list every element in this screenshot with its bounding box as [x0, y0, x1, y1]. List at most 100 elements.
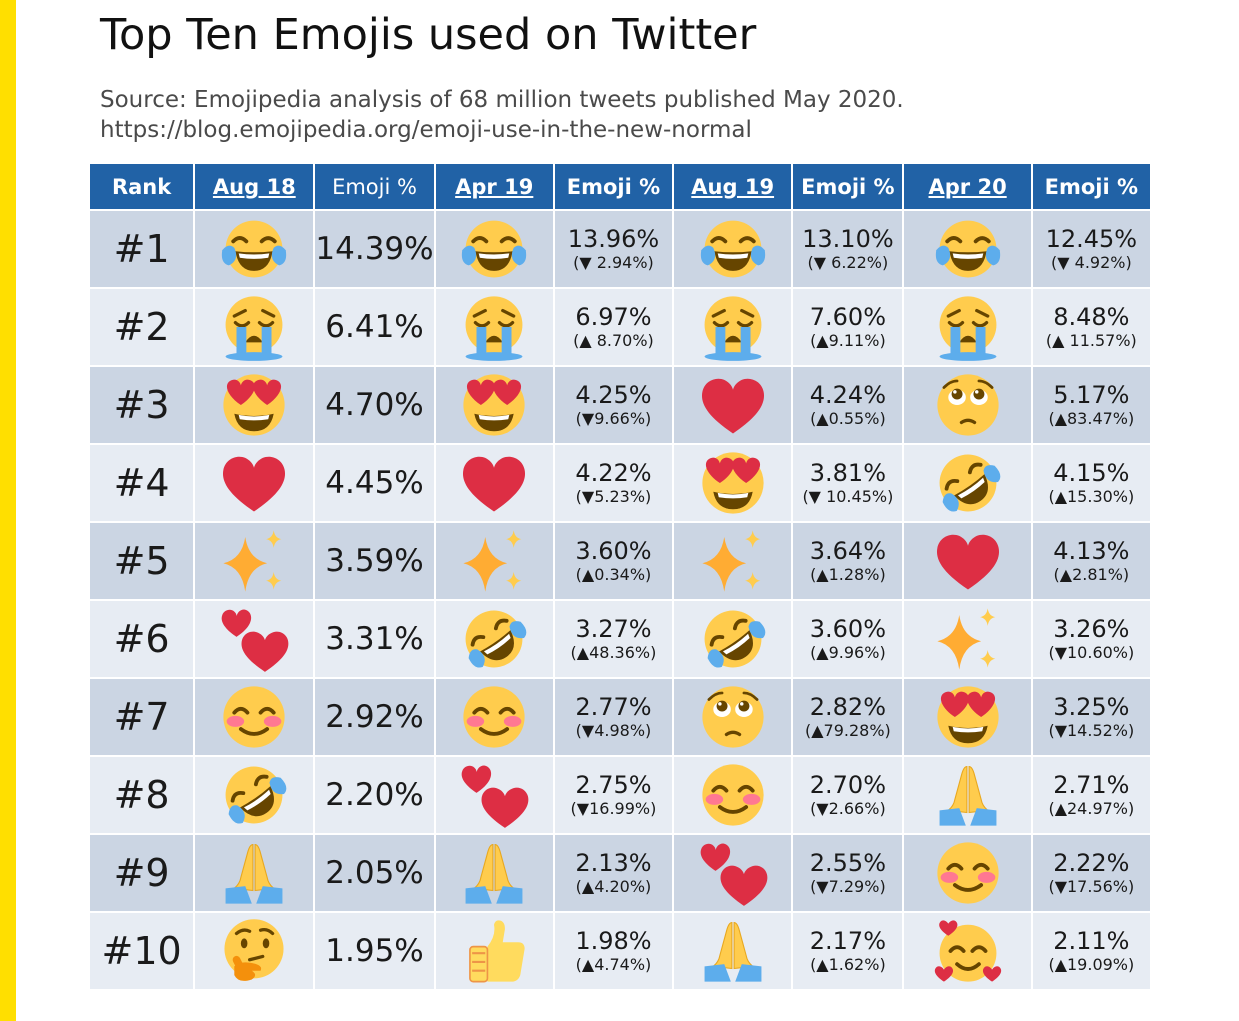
- apr19-pct-cell: 6.97% (▲ 8.70%): [554, 289, 673, 365]
- table-row: #4 4.45% 4.22% (▼5.23%) 3.81% (▼ 10.45%) 4.15%…: [90, 445, 1150, 521]
- header-aug18[interactable]: Aug 18: [195, 164, 314, 209]
- percent-change: (▲ 11.57%): [1045, 331, 1137, 350]
- aug18-emoji-cell: [195, 289, 314, 365]
- percent-change: (▲83.47%): [1048, 409, 1135, 428]
- apr19-pct-cell: 2.13% (▲4.20%): [554, 835, 673, 911]
- header-apr20[interactable]: Apr 20: [904, 164, 1031, 209]
- two-hearts-icon: [459, 760, 529, 830]
- apr20-pct-cell: 3.25% (▼14.52%): [1032, 679, 1150, 755]
- header-emoji-pct: Emoji %: [1032, 164, 1150, 209]
- folded-hands-icon: [459, 838, 529, 908]
- rolling-on-floor-laughing-icon: [698, 604, 768, 674]
- rank-cell: #3: [90, 367, 194, 443]
- header-row: Rank Aug 18 Emoji % Apr 19 Emoji % Aug 1…: [90, 164, 1150, 209]
- aug19-emoji-cell: [674, 757, 792, 833]
- rolling-on-floor-laughing-icon: [459, 604, 529, 674]
- aug19-emoji-cell: [674, 835, 792, 911]
- apr20-pct-cell: 5.17% (▲83.47%): [1032, 367, 1150, 443]
- emoji-percent: 7.60%: [809, 303, 886, 331]
- aug19-emoji-cell: [674, 601, 792, 677]
- aug18-pct-cell: 6.41%: [315, 289, 434, 365]
- aug19-pct-cell: 2.82% (▲79.28%): [793, 679, 903, 755]
- header-aug19[interactable]: Aug 19: [674, 164, 792, 209]
- header-emoji-pct: Emoji %: [554, 164, 673, 209]
- apr20-pct-cell: 4.15% (▲15.30%): [1032, 445, 1150, 521]
- percent-change: (▲79.28%): [804, 721, 891, 740]
- apr19-emoji-cell: [435, 367, 553, 443]
- yellow-side-bar: [0, 0, 16, 1021]
- emoji-percent: 3.60%: [809, 615, 886, 643]
- emoji-percent: 13.10%: [802, 225, 894, 253]
- apr20-emoji-cell: [904, 679, 1031, 755]
- aug19-pct-cell: 2.17% (▲1.62%): [793, 913, 903, 989]
- aug19-emoji-cell: [674, 913, 792, 989]
- table-row: #5 3.59% 3.60% (▲0.34%) 3.64% (▲1.28%) 4.13% (▲…: [90, 523, 1150, 599]
- emoji-percent: 3.64%: [809, 537, 886, 565]
- smiling-face-with-hearts-icon: [933, 916, 1003, 986]
- table-row: #10 1.95% 1.98% (▲4.74%) 2.17% (▲1.62%) 2.11%(…: [90, 913, 1150, 989]
- percent-change: (▼14.52%): [1048, 721, 1135, 740]
- apr19-emoji-cell: [435, 757, 553, 833]
- aug19-pct-cell: 13.10% (▼ 6.22%): [793, 211, 903, 287]
- percent-change: (▼17.56%): [1048, 877, 1135, 896]
- apr20-pct-cell: 8.48% (▲ 11.57%): [1032, 289, 1150, 365]
- heart-eyes-icon: [219, 370, 289, 440]
- apr20-emoji-cell: [904, 211, 1031, 287]
- emoji-ranking-table: Rank Aug 18 Emoji % Apr 19 Emoji % Aug 1…: [88, 162, 1152, 991]
- table-row: #3 4.70% 4.25% (▼9.66%) 4.24% (▲0.55%) 5.17% (▲…: [90, 367, 1150, 443]
- thinking-face-icon: [219, 916, 289, 986]
- emoji-percent: 4.25%: [575, 381, 652, 409]
- percent-change: (▼4.98%): [575, 721, 652, 740]
- percent-change: (▼16.99%): [570, 799, 657, 818]
- heart-eyes-icon: [933, 682, 1003, 752]
- red-heart-icon: [219, 448, 289, 518]
- apr20-emoji-cell: [904, 913, 1031, 989]
- face-with-tears-of-joy-icon: [459, 214, 529, 284]
- percent-change: (▲4.74%): [575, 955, 652, 974]
- apr20-pct-cell: 2.71% (▲24.97%): [1032, 757, 1150, 833]
- loudly-crying-face-icon: [933, 292, 1003, 362]
- emoji-percent: 8.48%: [1053, 303, 1130, 331]
- header-apr19[interactable]: Apr 19: [435, 164, 553, 209]
- smiling-eyes-icon: [219, 682, 289, 752]
- folded-hands-icon: [698, 916, 768, 986]
- rank-cell: #10: [90, 913, 194, 989]
- apr19-emoji-cell: [435, 835, 553, 911]
- emoji-percent: 4.13%: [1053, 537, 1130, 565]
- aug18-emoji-cell: [195, 445, 314, 521]
- aug19-emoji-cell: [674, 679, 792, 755]
- percent-change: (▲ 8.70%): [573, 331, 654, 350]
- loudly-crying-face-icon: [698, 292, 768, 362]
- rolling-on-floor-laughing-icon: [933, 448, 1003, 518]
- apr20-emoji-cell: [904, 757, 1031, 833]
- face-with-tears-of-joy-icon: [698, 214, 768, 284]
- aug18-pct-cell: 14.39%: [315, 211, 434, 287]
- emoji-percent: 2.82%: [809, 693, 886, 721]
- emoji-percent: 2.55%: [809, 849, 886, 877]
- emoji-percent: 4.15%: [1053, 459, 1130, 487]
- rank-cell: #7: [90, 679, 194, 755]
- apr19-emoji-cell: [435, 211, 553, 287]
- aug18-pct-cell: 4.70%: [315, 367, 434, 443]
- emoji-percent: 2.71%: [1053, 771, 1130, 799]
- apr20-emoji-cell: [904, 445, 1031, 521]
- apr20-pct-cell: 4.13% (▲2.81%): [1032, 523, 1150, 599]
- aug19-pct-cell: 2.70% (▼2.66%): [793, 757, 903, 833]
- folded-hands-icon: [933, 760, 1003, 830]
- aug18-emoji-cell: [195, 211, 314, 287]
- aug18-emoji-cell: [195, 367, 314, 443]
- percent-change: (▲4.20%): [575, 877, 652, 896]
- sparkles-icon: [933, 604, 1003, 674]
- sparkles-icon: [219, 526, 289, 596]
- emoji-percent: 3.27%: [575, 615, 652, 643]
- aug18-pct-cell: 3.31%: [315, 601, 434, 677]
- apr19-pct-cell: 4.22% (▼5.23%): [554, 445, 673, 521]
- percent-change: (▼ 6.22%): [807, 253, 889, 272]
- apr19-pct-cell: 4.25% (▼9.66%): [554, 367, 673, 443]
- aug19-pct-cell: 7.60% (▲9.11%): [793, 289, 903, 365]
- emoji-percent: 13.96%: [567, 225, 660, 253]
- smiling-eyes-icon: [459, 682, 529, 752]
- rank-cell: #8: [90, 757, 194, 833]
- heart-eyes-icon: [698, 448, 768, 518]
- percent-change: (▲2.81%): [1053, 565, 1130, 584]
